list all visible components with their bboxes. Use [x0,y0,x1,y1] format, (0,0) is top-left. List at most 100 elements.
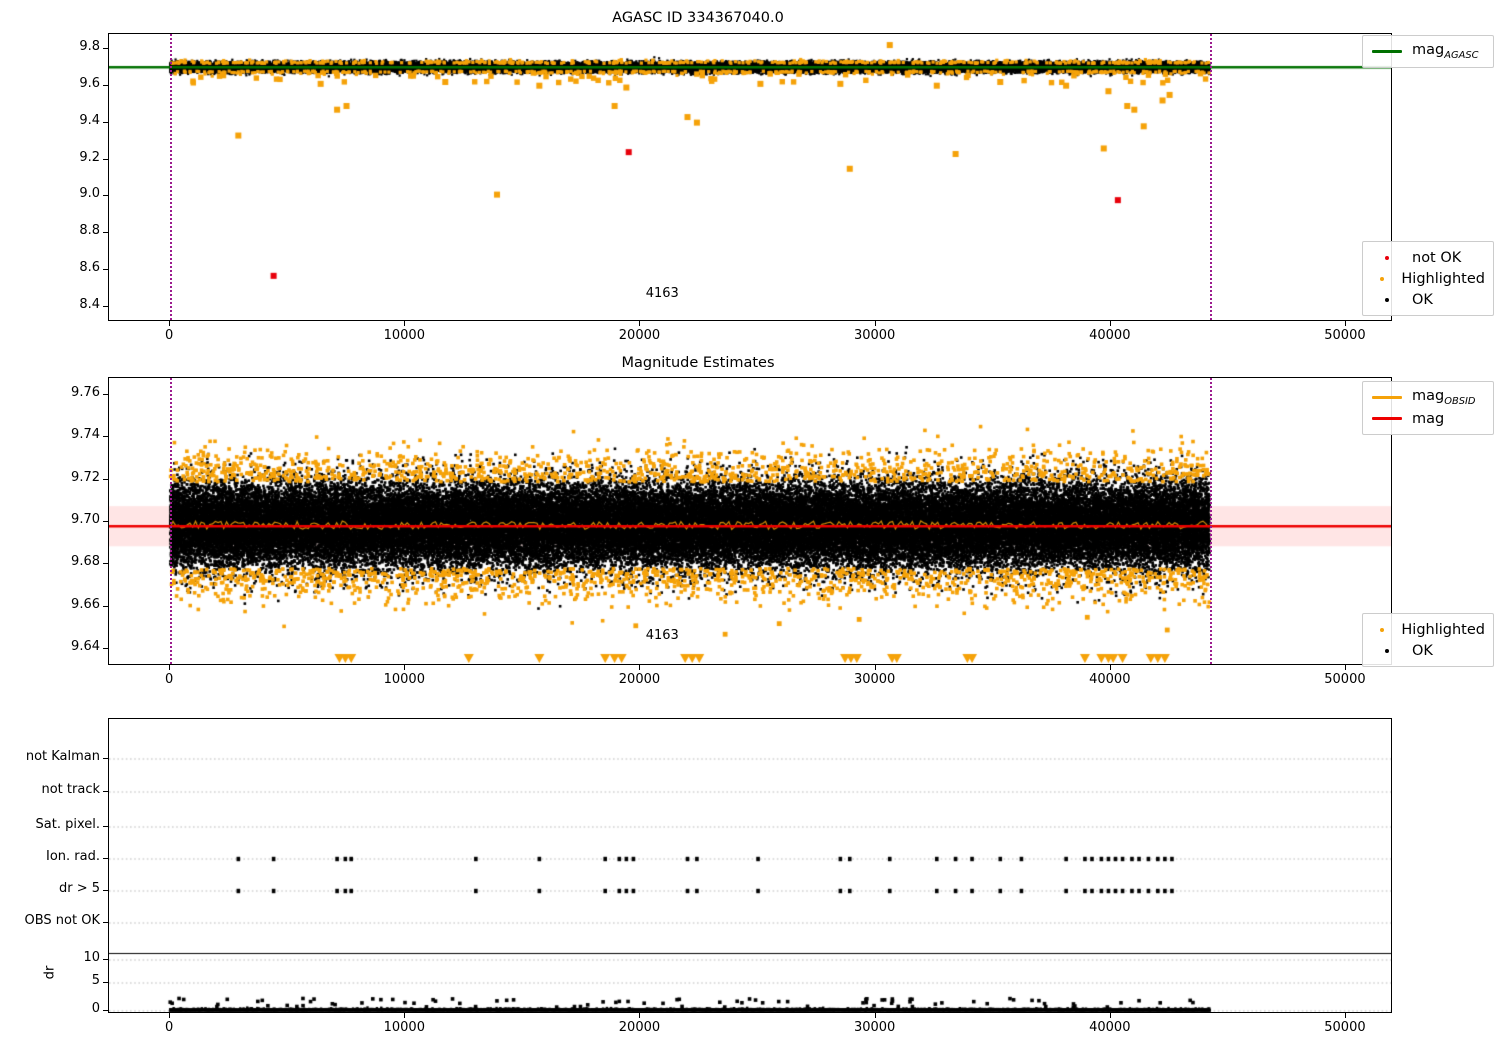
legend-dot-icon [1379,627,1384,632]
panel3-row-tick [103,791,108,792]
x-tick-mark [404,1013,405,1018]
x-tick-mark [1345,1013,1346,1018]
legend-dot-swatch [1370,627,1393,632]
y-tick-mark [103,563,108,564]
legend-entry-ok[interactable]: OK [1370,289,1485,310]
y-tick-mark [103,479,108,480]
x-tick-label: 50000 [1324,328,1366,343]
legend-entry-mag[interactable]: mag [1370,408,1485,429]
legend-entry-not-ok[interactable]: not OK [1370,247,1485,268]
y-tick-mark [103,85,108,86]
y-tick-label: 8.8 [79,223,100,239]
y-tick-mark [103,394,108,395]
x-tick-label: 40000 [1089,672,1131,687]
legend-dot-icon [1385,297,1389,302]
x-tick-label: 0 [165,672,174,687]
x-tick-label: 0 [165,328,174,343]
x-tick-mark [875,1013,876,1018]
y-tick-label: 9.4 [79,112,100,128]
legend-entry-highlighted[interactable]: Highlighted [1370,619,1485,640]
legend-label: Highlighted [1401,621,1485,638]
panel3-row-tick [103,1010,108,1011]
legend-dot-swatch [1370,276,1393,281]
panel3-row-label: 0 [91,1001,100,1016]
obsid-annotation: 4163 [645,627,679,643]
y-tick-label: 9.0 [79,186,100,202]
legend-line-swatch [1370,396,1404,399]
x-tick-label: 30000 [853,672,896,687]
legend-line-swatch [1370,417,1404,420]
panel2-title: Magnitude Estimates [621,355,775,371]
x-tick-label: 40000 [1089,1020,1131,1035]
legend-label: OK [1412,291,1433,308]
legend-dot-swatch [1370,297,1404,302]
y-tick-mark [103,159,108,160]
legend-line-icon [1372,50,1402,53]
obsid-divider-line [1209,34,1212,320]
x-tick-label: 40000 [1089,328,1131,343]
y-tick-label: 9.6 [79,75,100,91]
x-tick-label: 50000 [1324,672,1366,687]
panel2-legend-markers[interactable]: Highlighted OK [1362,613,1494,667]
legend-line-icon [1372,417,1402,420]
legend-label: magOBSID [1412,388,1476,407]
panel-magnitude-estimates[interactable]: 4163 [108,377,1392,665]
y-tick-mark [103,306,108,307]
panel2-legend-lines[interactable]: magOBSID mag [1362,381,1494,435]
legend-dot-swatch [1370,648,1404,653]
y-tick-label: 8.4 [79,297,100,313]
x-tick-mark [1110,321,1111,326]
x-tick-label: 20000 [618,328,661,343]
legend-line-swatch [1370,50,1404,53]
x-tick-label: 10000 [383,672,425,687]
legend-label: Highlighted [1401,270,1485,287]
y-tick-label: 9.64 [71,639,100,655]
panel3-row-label: 5 [91,973,100,988]
legend-dot-icon [1385,255,1389,260]
panel-agasc-mag[interactable]: 4163 [108,33,1392,321]
panel3-row-label: Ion. rad. [46,849,100,864]
x-tick-label: 10000 [383,1020,425,1035]
y-tick-mark [103,269,108,270]
panel1-title: AGASC ID 334367040.0 [612,10,784,26]
obsid-divider-line [170,378,173,664]
y-tick-mark [103,648,108,649]
obsid-divider-line [170,34,173,320]
x-tick-mark [639,321,640,326]
y-tick-mark [103,521,108,522]
legend-label: not OK [1412,249,1462,266]
x-tick-mark [1345,321,1346,326]
x-tick-mark [404,321,405,326]
x-tick-mark [639,1013,640,1018]
y-tick-label: 9.66 [71,596,100,612]
legend-label: OK [1412,642,1433,659]
legend-entry-mag[interactable]: magOBSID [1370,387,1485,408]
x-tick-label: 20000 [618,1020,661,1035]
y-tick-mark [103,195,108,196]
x-tick-mark [404,665,405,670]
panel3-row-label: OBS not OK [24,913,101,928]
x-tick-mark [169,1013,170,1018]
x-tick-mark [639,665,640,670]
panel3-row-tick [103,890,108,891]
y-tick-label: 9.74 [71,427,100,443]
legend-label: magAGASC [1412,42,1479,61]
obsid-annotation: 4163 [645,285,679,301]
panel3-row-label: dr > 5 [58,881,100,896]
x-tick-label: 0 [165,1020,174,1035]
panel3-row-label: Sat. pixel. [35,817,100,832]
legend-entry-mag[interactable]: magAGASC [1370,41,1485,62]
y-tick-mark [103,436,108,437]
legend-dot-icon [1379,276,1384,281]
panel3-row-label: not track [41,782,100,797]
y-tick-label: 9.2 [79,149,100,165]
panel1-legend-markers[interactable]: not OK Highlighted OK [1362,241,1494,316]
panel1-legend-mag-agasc[interactable]: magAGASC [1362,35,1494,68]
y-tick-label: 9.70 [71,512,100,527]
legend-entry-ok[interactable]: OK [1370,640,1485,661]
panel3-row-tick [103,758,108,759]
legend-entry-highlighted[interactable]: Highlighted [1370,268,1485,289]
panel-flags[interactable] [108,718,1392,1013]
y-tick-label: 9.76 [71,384,100,400]
